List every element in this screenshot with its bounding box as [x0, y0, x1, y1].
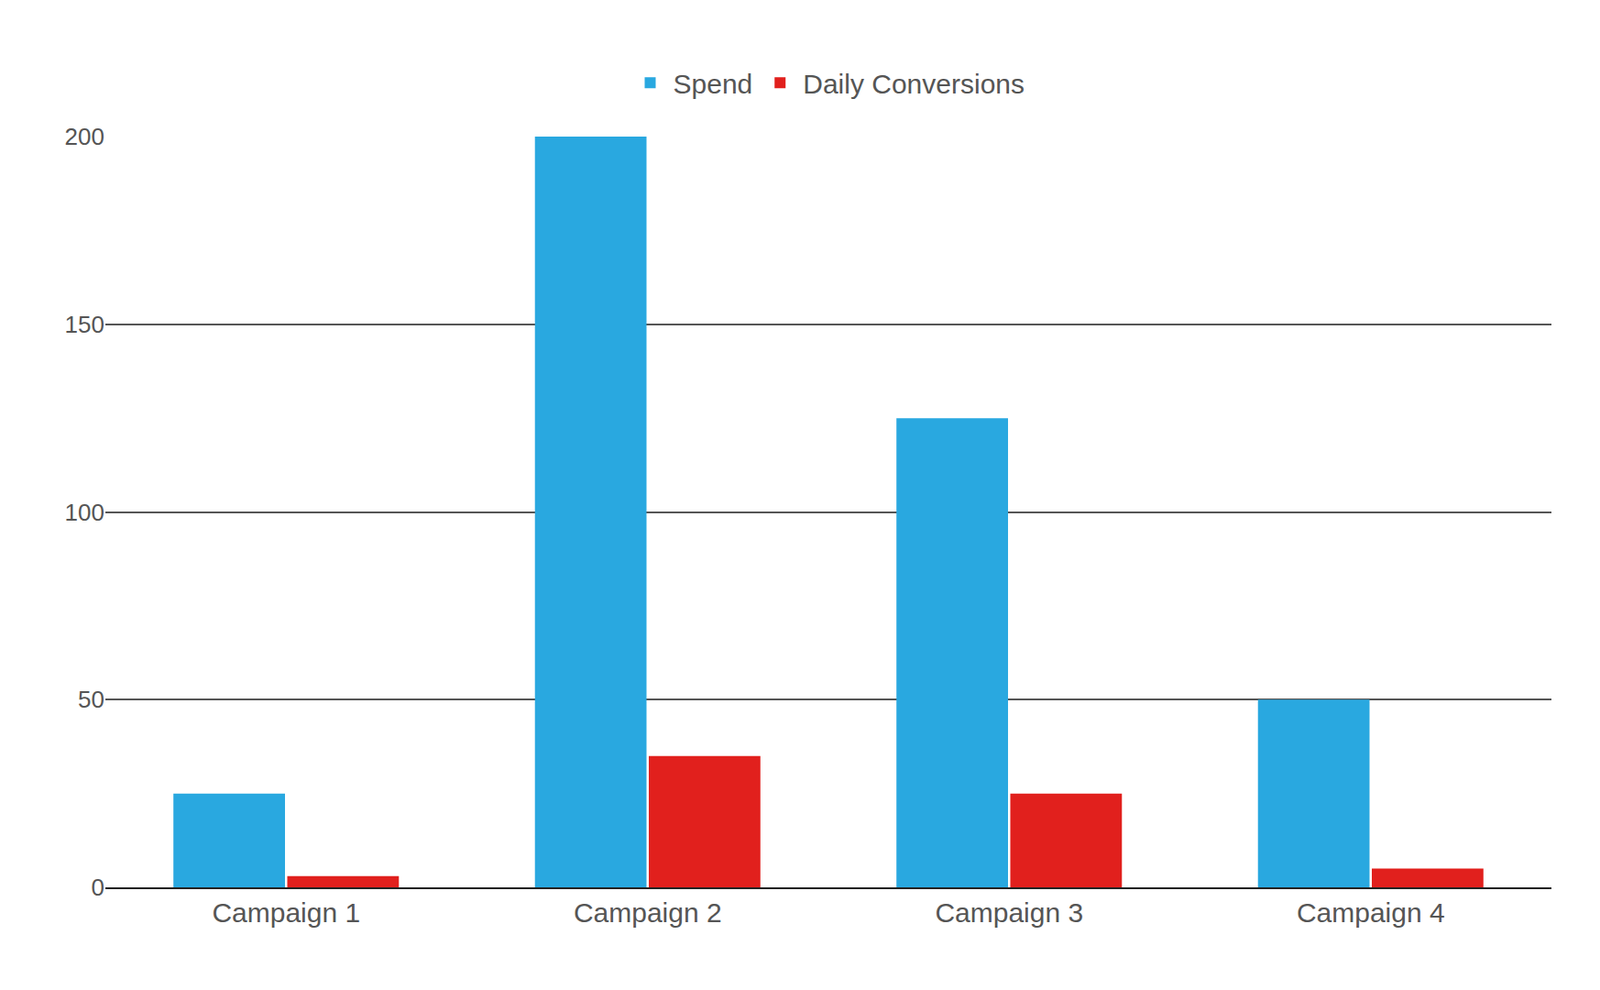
svg-text:Campaign 4: Campaign 4	[1296, 897, 1446, 928]
svg-text:100: 100	[65, 498, 105, 527]
svg-text:Daily Conversions: Daily Conversions	[802, 68, 1025, 99]
svg-text:150: 150	[65, 310, 105, 339]
svg-text:Spend: Spend	[673, 68, 754, 99]
svg-text:Campaign 3: Campaign 3	[934, 897, 1084, 928]
svg-text:200: 200	[65, 122, 105, 151]
svg-text:Campaign 1: Campaign 1	[211, 897, 361, 928]
svg-text:50: 50	[77, 685, 105, 713]
svg-text:Campaign 2: Campaign 2	[573, 897, 723, 928]
svg-text:0: 0	[91, 873, 105, 901]
